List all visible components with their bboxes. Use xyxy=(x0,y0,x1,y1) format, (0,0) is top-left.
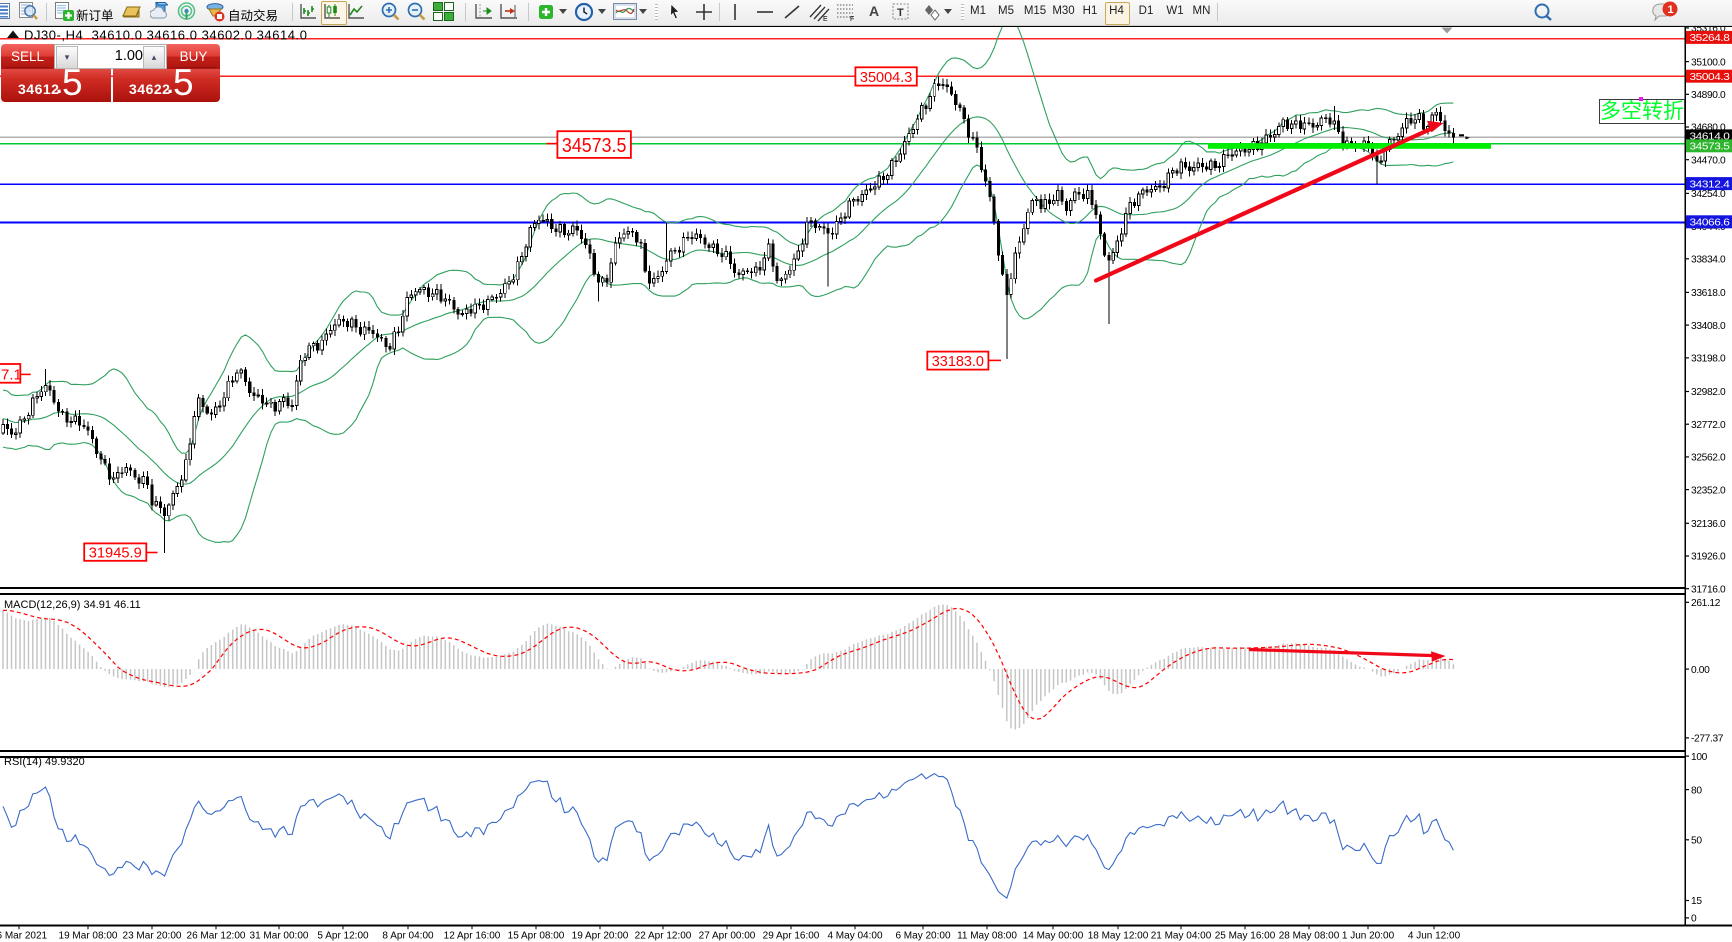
svg-text:5 Apr 12:00: 5 Apr 12:00 xyxy=(317,931,369,942)
svg-text:11 May 08:00: 11 May 08:00 xyxy=(957,931,1017,942)
svg-text:19 Mar 08:00: 19 Mar 08:00 xyxy=(59,931,118,942)
svg-text:34312.4: 34312.4 xyxy=(1690,179,1731,190)
svg-text:34470.0: 34470.0 xyxy=(1691,155,1726,166)
svg-text:29 Apr 16:00: 29 Apr 16:00 xyxy=(763,931,820,942)
svg-text:34066.6: 34066.6 xyxy=(1690,218,1731,229)
svg-text:31716.0: 31716.0 xyxy=(1691,584,1726,595)
svg-text:31926.0: 31926.0 xyxy=(1691,552,1726,563)
svg-text:32136.0: 32136.0 xyxy=(1691,519,1726,530)
svg-text:14 May 00:00: 14 May 00:00 xyxy=(1023,931,1084,942)
svg-text:35004.3: 35004.3 xyxy=(860,69,912,86)
svg-text:35264.8: 35264.8 xyxy=(1690,33,1731,44)
svg-text:0.00: 0.00 xyxy=(1691,665,1710,676)
svg-text:0: 0 xyxy=(1691,914,1697,925)
svg-text:1 Jun 20:00: 1 Jun 20:00 xyxy=(1342,931,1395,942)
svg-text:50: 50 xyxy=(1691,836,1702,847)
svg-text:32352.0: 32352.0 xyxy=(1691,485,1726,496)
svg-text:4 May 04:00: 4 May 04:00 xyxy=(827,931,882,942)
svg-text:1: 1 xyxy=(1668,4,1674,16)
svg-text:34573.5: 34573.5 xyxy=(562,134,627,157)
svg-text:22 Apr 12:00: 22 Apr 12:00 xyxy=(635,931,692,942)
svg-text:15 Apr 08:00: 15 Apr 08:00 xyxy=(508,931,565,942)
svg-text:34890.0: 34890.0 xyxy=(1691,90,1726,101)
svg-text:34254.0: 34254.0 xyxy=(1691,189,1726,200)
svg-text:34614.0: 34614.0 xyxy=(1690,132,1731,143)
svg-text:7.1: 7.1 xyxy=(1,367,22,384)
svg-text:-277.37: -277.37 xyxy=(1691,734,1724,745)
svg-text:21 May 04:00: 21 May 04:00 xyxy=(1151,931,1212,942)
svg-text:80: 80 xyxy=(1691,785,1702,796)
svg-text:100: 100 xyxy=(1691,752,1708,763)
svg-text:35004.3: 35004.3 xyxy=(1690,72,1731,83)
svg-text:6 May 20:00: 6 May 20:00 xyxy=(895,931,950,942)
svg-text:32772.0: 32772.0 xyxy=(1691,420,1726,431)
svg-text:16 Mar 2021: 16 Mar 2021 xyxy=(0,931,48,942)
svg-text:12 Apr 16:00: 12 Apr 16:00 xyxy=(444,931,501,942)
svg-text:32982.0: 32982.0 xyxy=(1691,387,1726,398)
svg-text:32562.0: 32562.0 xyxy=(1691,453,1726,464)
svg-text:35316.0: 35316.0 xyxy=(1691,24,1726,35)
svg-text:23 Mar 20:00: 23 Mar 20:00 xyxy=(123,931,182,942)
svg-text:28 May 08:00: 28 May 08:00 xyxy=(1279,931,1340,942)
svg-text:27 Apr 00:00: 27 Apr 00:00 xyxy=(699,931,756,942)
svg-text:4 Jun 12:00: 4 Jun 12:00 xyxy=(1408,931,1461,942)
svg-text:33834.0: 33834.0 xyxy=(1691,255,1726,266)
svg-text:33618.0: 33618.0 xyxy=(1691,288,1726,299)
svg-text:DJ30-,H4 34610.0 34616.0 3460: DJ30-,H4 34610.0 34616.0 34602.0 34614.0 xyxy=(24,28,307,43)
svg-text:8 Apr 04:00: 8 Apr 04:00 xyxy=(382,931,434,942)
svg-text:15: 15 xyxy=(1691,896,1702,907)
svg-text:26 Mar 12:00: 26 Mar 12:00 xyxy=(187,931,246,942)
svg-text:MACD(12,26,9) 34.91 46.11: MACD(12,26,9) 34.91 46.11 xyxy=(4,599,141,611)
svg-text:25 May 16:00: 25 May 16:00 xyxy=(1215,931,1276,942)
svg-text:33198.0: 33198.0 xyxy=(1691,354,1726,365)
svg-text:261.12: 261.12 xyxy=(1691,598,1721,609)
svg-text:34573.5: 34573.5 xyxy=(1690,142,1731,153)
svg-text:33408.0: 33408.0 xyxy=(1691,321,1726,332)
svg-text:31945.9: 31945.9 xyxy=(89,545,142,562)
svg-text:E: E xyxy=(823,16,828,22)
svg-text:31 Mar 00:00: 31 Mar 00:00 xyxy=(250,931,309,942)
svg-text:35100.0: 35100.0 xyxy=(1691,57,1726,68)
svg-text:RSI(14) 49.9320: RSI(14) 49.9320 xyxy=(4,756,85,768)
svg-text:18 May 12:00: 18 May 12:00 xyxy=(1088,931,1149,942)
svg-text:F: F xyxy=(850,16,854,22)
svg-text:34680.0: 34680.0 xyxy=(1691,123,1726,134)
svg-text:19 Apr 20:00: 19 Apr 20:00 xyxy=(572,931,629,942)
svg-text:33183.0: 33183.0 xyxy=(932,353,984,370)
svg-text:T: T xyxy=(897,7,904,19)
